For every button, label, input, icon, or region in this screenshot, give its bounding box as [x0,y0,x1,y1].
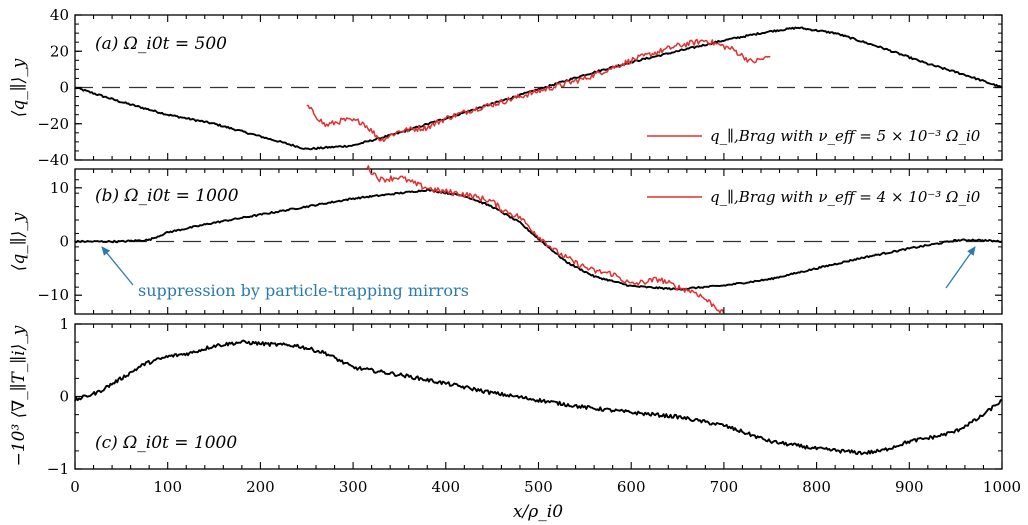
y-tick-label: −1 [47,460,69,478]
x-tick-label: 500 [524,478,553,496]
braginskii-heat-flux-line [366,165,725,315]
y-tick-label: −10 [37,286,69,304]
x-tick-label: 100 [153,478,182,496]
panel-b-xticks [74,169,1003,314]
y-tick-label: 10 [50,179,69,197]
x-axis-label: x/ρ_i0 [513,502,563,522]
y-tick-label: 40 [50,6,69,24]
panel-b: 10 0 −10 (b) Ω_i0t = 1000 q_∥,Brag with ν_… [9,165,1003,315]
panel-a-yticks: 40 20 0 −20 −40 [37,6,1002,169]
simulation-line [74,26,1003,151]
panel-b-legend-label: q_∥,Brag with ν_eff = 4 × 10⁻³ Ω_i0 [710,188,981,206]
x-tick-label: 900 [895,478,924,496]
y-tick-label: 0 [59,388,69,406]
panel-a-ylabel: ⟨q_∥⟩_y [9,58,29,117]
simulation-line [74,188,1003,291]
panel-c-yticks: 1 0 −1 [47,315,1002,478]
x-tick-label: 300 [339,478,368,496]
panel-c-xticks [74,324,1003,469]
braginskii-heat-flux-line [306,38,771,143]
y-tick-label: 20 [50,42,69,60]
x-tick-label: 400 [431,478,460,496]
panel-b-ylabel: ⟨q_∥⟩_y [9,212,29,271]
y-tick-label: −40 [37,151,69,169]
panel-b-yticks: 10 0 −10 [37,179,1002,315]
panel-a-legend-label: q_∥,Brag with ν_eff = 5 × 10⁻³ Ω_i0 [710,127,981,145]
x-tick-label: 600 [617,478,646,496]
panel-c-label: (c) Ω_i0t = 1000 [95,433,237,453]
panel-b-series [74,165,1003,315]
panel-a-label: (a) Ω_i0t = 500 [95,34,227,54]
annotation-text: suppression by particle-trapping mirrors [138,281,469,300]
x-tick-label: 1000 [983,478,1021,496]
panel-c: 1 0 −1 (c) Ω_i0t = 1000 −10³ ⟨∇_∥T_∥i⟩_y [9,315,1003,478]
x-tick-label: 700 [710,478,739,496]
panel-b-label: (b) Ω_i0t = 1000 [95,186,239,206]
x-tick-label: 200 [246,478,275,496]
panel-a-series [74,26,1003,151]
panel-c-series [74,339,1003,456]
annotation-arrow-left [101,246,134,286]
annotation-arrow-right [945,246,976,289]
simulation-line [74,339,1003,456]
panel-b-annotation: suppression by particle-trapping mirrors [101,246,976,300]
y-tick-label: 1 [59,315,69,333]
x-tick-labels: 0 100 200 300 400 500 600 700 800 900 1000 [70,478,1021,496]
x-tick-label: 800 [802,478,831,496]
panel-c-ylabel: −10³ ⟨∇_∥T_∥i⟩_y [9,325,29,466]
panel-a: 40 20 0 −20 −40 (a) Ω_i0t = 500 q_∥,Brag wit… [9,6,1003,169]
panel-a-xticks [74,15,1003,160]
panel-a-legend: q_∥,Brag with ν_eff = 5 × 10⁻³ Ω_i0 [647,127,981,145]
y-tick-label: −20 [37,115,69,133]
x-tick-label: 0 [70,478,80,496]
y-tick-label: 0 [59,79,69,97]
panel-b-legend: q_∥,Brag with ν_eff = 4 × 10⁻³ Ω_i0 [647,188,981,206]
y-tick-label: 0 [59,233,69,251]
